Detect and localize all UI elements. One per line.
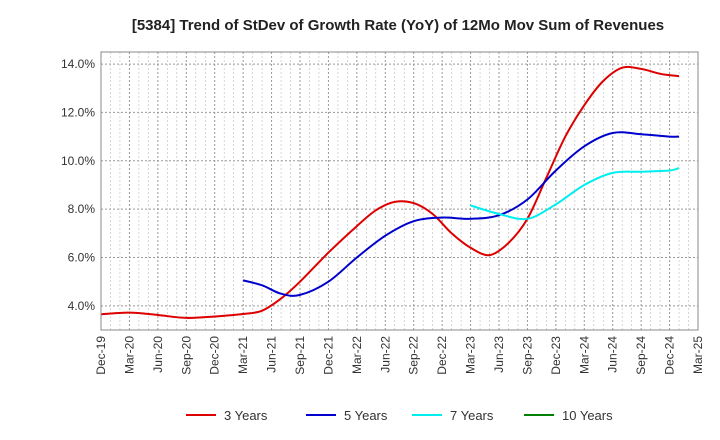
x-tick-label: Mar-23 — [464, 336, 478, 374]
x-tick-label: Mar-22 — [350, 336, 364, 374]
x-tick-label: Dec-23 — [549, 336, 563, 375]
x-tick-label: Dec-19 — [94, 336, 108, 375]
x-tick-label: Mar-20 — [122, 336, 136, 374]
x-tick-label: Sep-23 — [520, 336, 534, 375]
y-tick-label: 6.0% — [68, 250, 96, 264]
x-tick-label: Sep-20 — [179, 336, 193, 375]
x-tick-label: Dec-24 — [663, 336, 677, 375]
plot-area — [101, 52, 698, 330]
x-tick-label: Jun-22 — [378, 336, 392, 373]
y-tick-label: 14.0% — [61, 57, 95, 71]
x-tick-label: Sep-24 — [634, 336, 648, 375]
x-tick-label: Jun-23 — [492, 336, 506, 373]
grid — [100, 52, 699, 330]
series-group — [100, 65, 680, 319]
legend-label-1: 3 Years — [224, 408, 268, 423]
x-axis: Dec-19 Mar-20 Jun-20 Sep-20 Dec-20 Mar-21 Jun-… — [94, 336, 705, 375]
y-tick-label: 8.0% — [68, 202, 96, 216]
x-tick-label: Sep-22 — [407, 336, 421, 375]
series-line-1 — [100, 65, 680, 319]
series-line-2 — [242, 131, 680, 297]
x-tick-label: Mar-21 — [236, 336, 250, 374]
chart-title: [5384] Trend of StDev of Growth Rate (Yo… — [132, 17, 664, 34]
series-line-3 — [470, 167, 680, 221]
y-tick-label: 4.0% — [68, 299, 96, 313]
y-tick-label: 10.0% — [61, 154, 95, 168]
x-tick-label: Jun-24 — [606, 336, 620, 373]
x-tick-label: Dec-20 — [208, 336, 222, 375]
legend-label-4: 10 Years — [562, 408, 613, 423]
x-tick-label: Sep-21 — [293, 336, 307, 375]
x-tick-label: Dec-21 — [321, 336, 335, 375]
x-tick-label: Jun-20 — [151, 336, 165, 373]
legend-label-2: 5 Years — [344, 408, 388, 423]
y-axis: 4.0% 6.0% 8.0% 10.0% 12.0% 14.0% — [61, 57, 95, 313]
legend: 3 Years 5 Years 7 Years 10 Years — [186, 408, 613, 423]
x-tick-label: Jun-21 — [265, 336, 279, 373]
legend-label-3: 7 Years — [450, 408, 494, 423]
x-tick-label: Mar-24 — [577, 336, 591, 374]
x-tick-label: Dec-22 — [435, 336, 449, 375]
plot-frame — [100, 51, 699, 331]
x-tick-label: Mar-25 — [691, 336, 705, 374]
y-tick-label: 12.0% — [61, 105, 95, 119]
